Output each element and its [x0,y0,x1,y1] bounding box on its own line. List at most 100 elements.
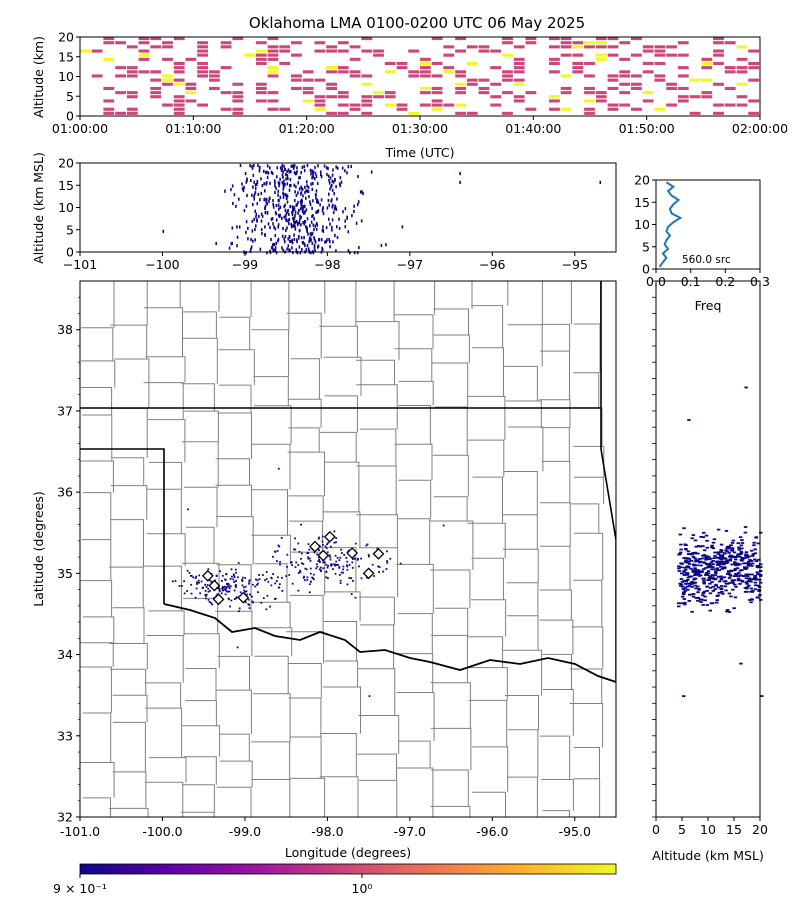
lon-alt-point [300,171,302,175]
lon-alt-point [267,222,270,226]
time-height-cell [255,82,267,86]
plan-view-point [227,582,230,585]
plan-view-point [224,585,226,588]
plan-view-point [256,583,258,586]
y-tick-label: 5 [66,89,74,104]
lon-alt-point [346,171,348,175]
alt-lat-point [759,570,763,572]
plan-view-point [326,566,329,569]
county-line [356,465,397,515]
lon-alt-point [294,220,297,224]
lon-alt-point [314,177,316,181]
time-height-cell [513,70,525,74]
lon-alt-point [243,185,245,189]
time-height-cell [666,103,677,107]
station-marker [317,549,330,562]
alt-lat-point [684,580,688,583]
time-height-cell [232,107,244,111]
colorbar: 9 × 10⁻¹ 10⁰ [53,863,617,896]
time-height-cell [267,57,279,61]
alt-lat-point [739,544,744,547]
alt-lat-point [692,593,696,595]
alt-lat-point [733,596,738,599]
lon-alt-point [347,249,350,253]
alt-lat-point [715,569,720,571]
lon-alt-point [360,219,363,223]
county-line [324,281,357,327]
plan-view-point [198,574,201,577]
lon-alt-point [319,203,321,207]
lon-alt-point [370,170,373,174]
county-line [467,439,505,478]
time-height-cell [736,82,748,86]
plan-view-point [233,574,235,577]
lon-alt-point [284,172,287,177]
time-height-cell [560,41,572,45]
time-height-cell [420,66,431,70]
colorbar-label-min: 9 × 10⁻¹ [53,881,107,896]
lon-alt-point [294,190,296,194]
alt-lat-point [713,555,717,557]
county-line [182,337,218,384]
plan-view-point [378,566,381,568]
time-height-cell [408,49,420,53]
time-height-cell [173,70,185,74]
lon-alt-point [276,166,279,170]
plan-view-point [205,586,208,588]
lon-alt-point [299,229,301,233]
alt-lat-point [686,550,691,553]
lon-alt-point [303,222,305,226]
lon-alt-point [287,208,289,213]
alt-lat-point [730,547,735,550]
alt-lat-point [722,557,727,560]
lon-alt-point [297,200,299,205]
alt-lat-point [734,562,738,565]
county-line [569,703,604,748]
county-line [110,519,144,568]
lon-alt-point [253,195,255,199]
county-line [254,563,288,603]
alt-lat-point [705,539,709,542]
county-line [430,682,471,729]
plan-view-point [291,564,293,566]
time-height-cell [420,57,431,61]
time-height-cell [150,78,162,82]
lon-alt-point [298,208,300,212]
plan-view-point [252,583,254,586]
plan-view-point [321,540,324,543]
lon-alt-point [256,219,258,223]
lon-alt-point [330,185,332,189]
lon-alt-point [285,194,288,198]
lon-alt-point [282,185,285,189]
plan-view-point [243,586,245,589]
x-tick-label: 01:40:00 [505,121,561,136]
plan-view-point [257,582,259,585]
time-height-cell [115,41,126,45]
plan-view-point [251,595,253,598]
alt-lat-point [721,592,725,595]
alt-lat-point [707,577,711,579]
county-line [251,601,291,628]
alt-lat-point [729,556,734,559]
county-line [569,668,603,704]
lon-alt-point [245,180,248,184]
county-line [110,281,148,326]
county-line [251,534,291,564]
plan-view-point [288,574,291,576]
lon-alt-point [344,219,346,223]
lon-alt-point [285,212,288,216]
alt-lat-point [713,570,718,573]
county-line [147,488,182,534]
alt-lat-point [705,604,710,606]
lon-alt-point [305,196,307,200]
alt-lat-point [720,591,724,593]
lon-alt-point [315,196,317,200]
lon-alt-point [309,224,311,228]
time-height-cell [736,45,748,49]
plan-view-point [351,561,354,564]
time-height-cell [361,103,373,107]
plan-view-point [330,563,332,566]
alt-lat-point [682,579,686,582]
lon-alt-point [289,184,291,188]
time-height-cell [115,91,126,95]
